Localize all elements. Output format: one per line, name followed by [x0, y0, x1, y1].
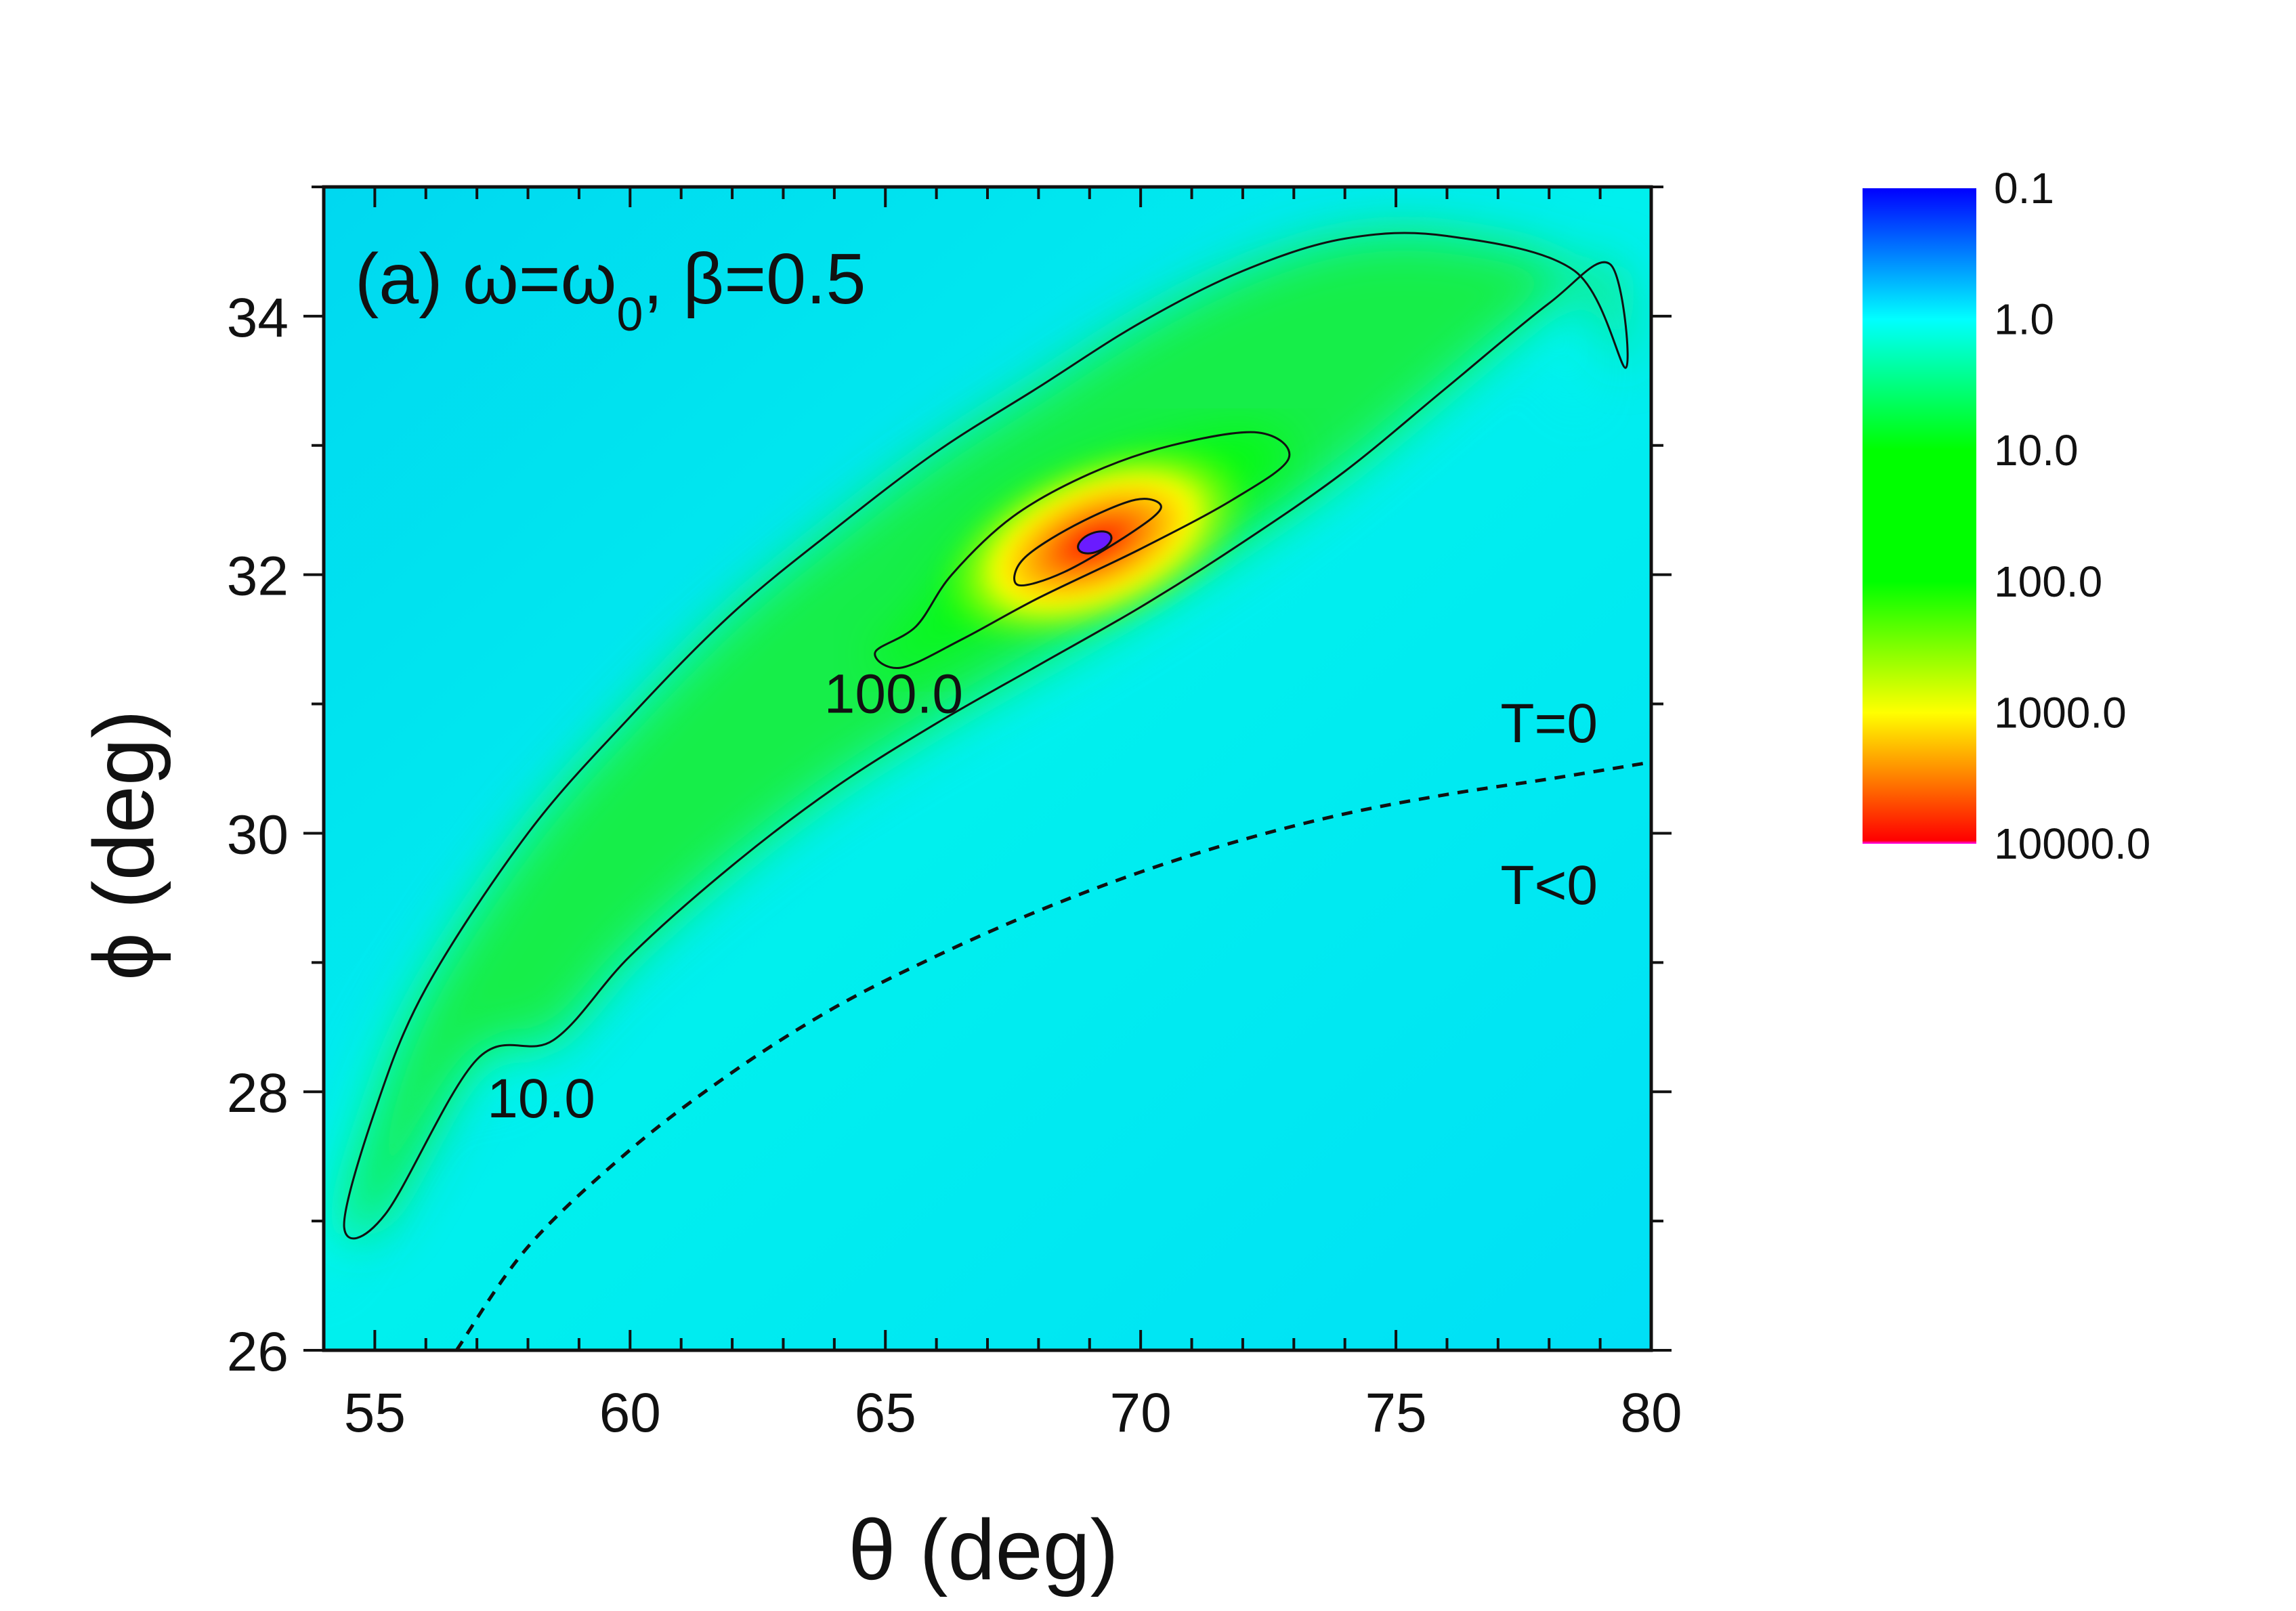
axis-ticks: [303, 186, 1672, 1352]
x-tick-label: 65: [855, 1382, 916, 1444]
contour-lines: [343, 232, 1629, 1240]
contour-labels: 10.0 100.0: [487, 663, 963, 1129]
colorbar-label: 1.0: [1994, 295, 2054, 344]
colorbar-label: 10.0: [1994, 426, 2079, 475]
panel-label-prefix: (a) ω=ω: [355, 239, 616, 319]
heatmap: [324, 187, 1651, 1350]
region-annotations: T=0 T<0: [1500, 693, 1598, 916]
t-zero-annotation: T=0: [1500, 693, 1598, 754]
panel-label: (a) ω=ω0, β=0.5: [355, 239, 866, 341]
y-tick-label: 26: [227, 1321, 289, 1383]
heatmap-green-region: [344, 232, 1628, 1239]
colorbar-label: 10000.0: [1994, 819, 2150, 868]
t-zero-boundary: [454, 760, 1652, 1352]
colorbar: 0.1 1.0 10.0 100.0 1000.0 10000.0: [1863, 164, 2150, 868]
contour-label-100: 100.0: [824, 663, 963, 725]
y-tick-labels: 26 28 30 32 34: [227, 287, 289, 1383]
y-tick-label: 28: [227, 1062, 289, 1124]
x-axis-title: θ (deg): [848, 1502, 1118, 1597]
panel-label-subscript: 0: [616, 288, 643, 341]
x-tick-labels: 55 60 65 70 75 80: [344, 1382, 1682, 1444]
contour-line: [1013, 498, 1162, 587]
y-tick-label: 32: [227, 546, 289, 607]
y-axis-title: ϕ (deg): [76, 710, 171, 981]
heatmap-cyan-band: [324, 278, 1582, 1276]
heatmap-peak: [1077, 530, 1113, 555]
contour-line: [874, 431, 1291, 669]
colorbar-label: 0.1: [1994, 164, 2054, 213]
colorbar-gradient: [1863, 188, 1976, 844]
colorbar-labels: 0.1 1.0 10.0 100.0 1000.0 10000.0: [1994, 164, 2150, 868]
x-tick-label: 70: [1110, 1382, 1172, 1444]
x-tick-label: 60: [599, 1382, 661, 1444]
colorbar-label: 1000.0: [1994, 688, 2127, 737]
y-tick-label: 30: [227, 804, 289, 865]
colorbar-label: 100.0: [1994, 557, 2102, 606]
contour-label-10: 10.0: [487, 1068, 595, 1130]
x-tick-label: 80: [1620, 1382, 1682, 1444]
x-tick-label: 55: [344, 1382, 406, 1444]
y-tick-label: 34: [227, 287, 289, 349]
panel-label-suffix: , β=0.5: [643, 239, 866, 319]
t-negative-annotation: T<0: [1500, 855, 1598, 916]
contour-line: [343, 232, 1629, 1240]
x-tick-label: 75: [1365, 1382, 1426, 1444]
